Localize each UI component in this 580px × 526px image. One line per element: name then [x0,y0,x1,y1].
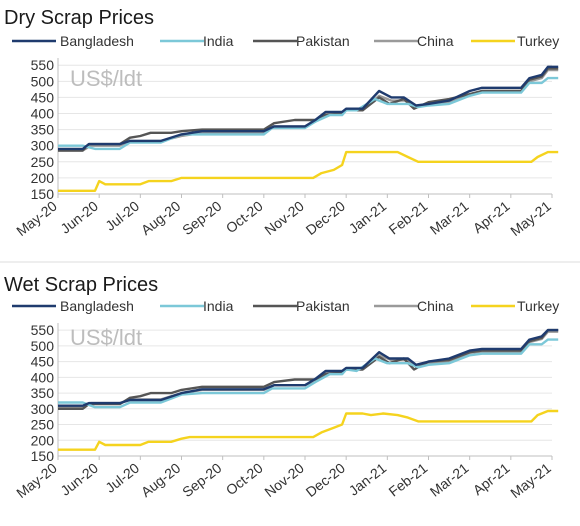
series-line-bangladesh [58,65,559,151]
x-tick-label: Jun-20 [57,460,101,499]
y-tick-label: 300 [31,138,55,154]
series-line-india [58,76,559,151]
series-line-turkey [58,150,559,192]
unit-annotation: US$/ldt [70,66,142,91]
y-tick-label: 150 [31,186,55,202]
legend-label-bangladesh: Bangladesh [60,298,134,314]
x-tick-label: Apr-21 [470,198,513,237]
y-tick-label: 400 [31,369,55,385]
x-tick-label: Jan-21 [346,198,390,237]
y-tick-label: 200 [31,170,55,186]
chart-title: Dry Scrap Prices [4,7,154,29]
chart-panel-2: Wet Scrap Prices Bangladesh India Pakistan C… [4,274,559,501]
legend-label-pakistan: Pakistan [296,298,350,314]
y-tick-label: 350 [31,385,55,401]
y-tick-label: 500 [31,338,55,354]
y-tick-label: 450 [31,89,55,105]
x-tick-label: Jul-20 [102,198,142,234]
legend-label-turkey: Turkey [517,298,559,314]
y-tick-label: 250 [31,154,55,170]
legend-label-bangladesh: Bangladesh [60,33,134,49]
series-line-india [58,338,559,409]
x-tick-label: Feb-21 [386,198,431,238]
x-tick-label: Dec-20 [303,198,349,239]
y-tick-label: 550 [31,57,55,73]
x-tick-label: Jun-20 [57,198,101,237]
unit-annotation: US$/ldt [70,325,142,350]
series-line-bangladesh [58,328,559,407]
y-tick-label: 250 [31,417,55,433]
legend-label-china: China [417,33,454,49]
x-tick-label: Aug-20 [138,460,184,501]
legend-label-turkey: Turkey [517,33,559,49]
x-tick-label: Jul-20 [102,460,142,496]
x-tick-label: May-20 [13,198,60,239]
x-tick-label: Aug-20 [138,198,184,239]
y-tick-label: 500 [31,73,55,89]
x-tick-label: Oct-20 [223,460,266,499]
x-tick-label: Sep-20 [179,198,225,239]
legend-label-india: India [203,33,234,49]
legend-label-india: India [203,298,234,314]
x-tick-label: Apr-21 [470,460,513,499]
legend-label-china: China [417,298,454,314]
x-tick-label: Nov-20 [261,460,307,501]
x-tick-label: Sep-20 [179,460,225,501]
x-tick-label: Mar-21 [427,460,472,500]
x-tick-label: May-21 [507,198,554,239]
y-tick-label: 550 [31,322,55,338]
x-tick-label: Oct-20 [223,198,266,237]
x-tick-label: Nov-20 [261,198,307,239]
x-tick-label: Dec-20 [303,460,349,501]
x-tick-label: Feb-21 [386,460,431,500]
y-tick-label: 200 [31,432,55,448]
y-tick-label: 300 [31,401,55,417]
chart-panel-1: Dry Scrap Prices Bangladesh India Pakistan C… [4,7,559,239]
y-tick-label: 450 [31,354,55,370]
y-tick-label: 350 [31,122,55,138]
series-line-turkey [58,409,559,451]
x-tick-label: Jan-21 [346,460,390,499]
y-tick-label: 150 [31,448,55,464]
chart-title: Wet Scrap Prices [4,274,158,296]
x-tick-label: May-20 [13,460,60,501]
y-tick-label: 400 [31,106,55,122]
x-tick-label: May-21 [507,460,554,501]
x-tick-label: Mar-21 [427,198,472,238]
legend-label-pakistan: Pakistan [296,33,350,49]
